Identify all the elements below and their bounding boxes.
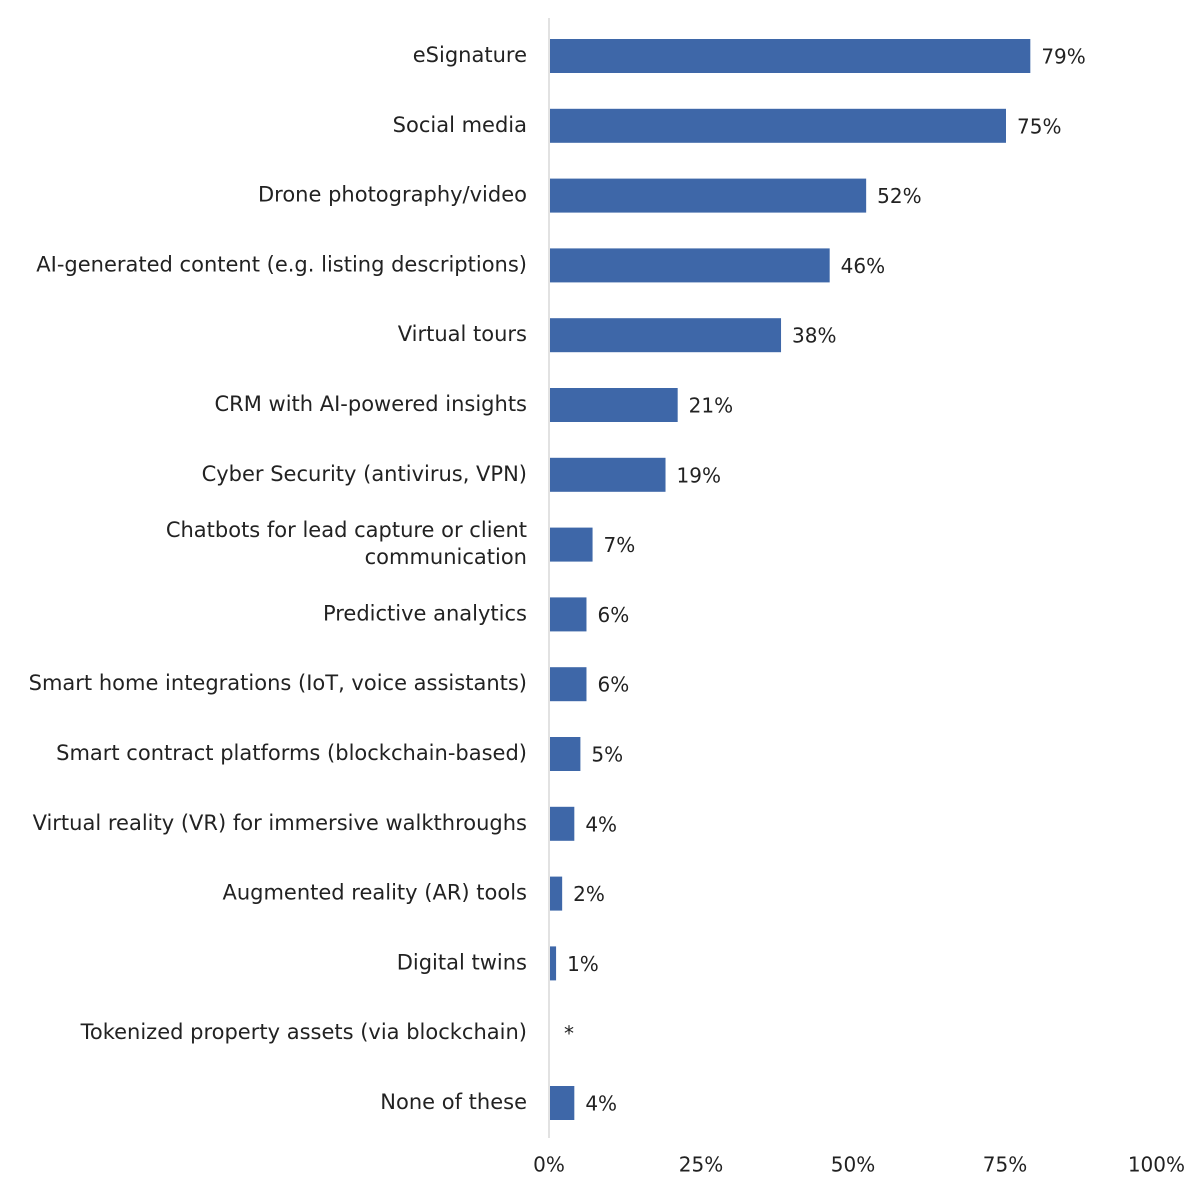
bar (550, 178, 867, 213)
value-label: 6% (597, 603, 629, 627)
bar (550, 667, 587, 702)
category-labels-group: eSignature Social media Drone photography/… (29, 43, 527, 1114)
bar (550, 806, 575, 841)
value-label: 4% (585, 812, 617, 836)
bar (550, 946, 557, 981)
value-label: 19% (677, 463, 721, 487)
category-label: AI-generated content (e.g. listing descr… (36, 252, 527, 276)
category-label: Chatbots for lead capture or client (166, 518, 527, 542)
bar (550, 597, 587, 632)
bar (550, 737, 581, 771)
category-label: Social media (393, 113, 527, 137)
bar (550, 876, 563, 911)
category-label: Predictive analytics (323, 601, 527, 625)
category-label: Virtual reality (VR) for immersive walkt… (33, 811, 527, 835)
category-label: Tokenized property assets (via blockchai… (80, 1020, 527, 1044)
category-label: Drone photography/video (258, 183, 527, 207)
bar (550, 388, 678, 422)
x-tick-label: 25% (679, 1153, 723, 1177)
bar (550, 108, 1006, 143)
bar (550, 457, 666, 492)
value-label: 21% (689, 394, 733, 418)
value-label: 7% (604, 533, 636, 557)
value-label: 79% (1041, 45, 1085, 69)
category-label: communication (365, 545, 527, 569)
category-label: Augmented reality (AR) tools (222, 881, 527, 905)
x-tick-label: 50% (831, 1153, 875, 1177)
value-label: 38% (792, 324, 836, 348)
category-label: None of these (380, 1090, 527, 1114)
bar (550, 39, 1031, 73)
value-label: * (564, 1022, 574, 1046)
category-label: Virtual tours (398, 322, 527, 346)
value-labels-group: 79% 75% 52% 46% 38% 21% 19% 7% 6% 6% 5% 4% 2% 1% * 4% (564, 45, 1086, 1116)
x-tick-label: 0% (533, 1153, 565, 1177)
value-label: 4% (585, 1092, 617, 1116)
category-label: eSignature (413, 43, 527, 67)
value-label: 75% (1017, 114, 1061, 138)
value-label: 5% (591, 743, 623, 767)
category-label: Smart home integrations (IoT, voice assi… (29, 671, 527, 695)
value-label: 6% (597, 673, 629, 697)
bar (550, 527, 593, 562)
category-label: Digital twins (397, 950, 527, 974)
category-label: CRM with AI-powered insights (214, 392, 527, 416)
x-tick-label: 100% (1128, 1153, 1185, 1177)
bar (550, 248, 830, 283)
value-label: 46% (841, 254, 885, 278)
bar (550, 1086, 575, 1120)
bars-group (550, 39, 1031, 1120)
value-label: 52% (877, 184, 921, 208)
category-label: Cyber Security (antivirus, VPN) (202, 462, 527, 486)
value-label: 1% (567, 952, 599, 976)
bar (550, 318, 782, 353)
category-label: Smart contract platforms (blockchain-bas… (56, 741, 527, 765)
value-label: 2% (573, 882, 605, 906)
x-tick-label: 75% (983, 1153, 1027, 1177)
x-tick-labels-group: 0% 25% 50% 75% 100% (533, 1153, 1185, 1177)
